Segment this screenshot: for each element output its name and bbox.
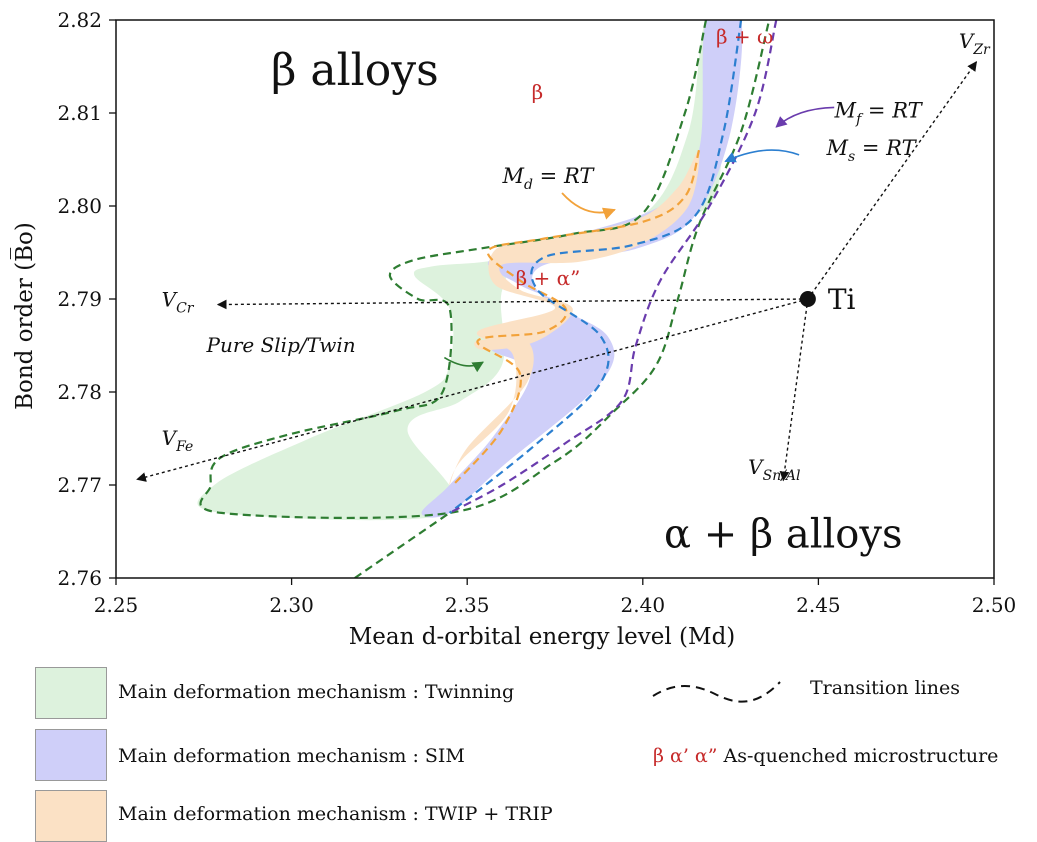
region-sim — [421, 20, 743, 518]
legend-label-twip-trip: Main deformation mechanism : TWIP + TRIP — [118, 803, 553, 825]
y-tick-label: 2.76 — [57, 566, 102, 590]
vector-zr-arrow — [807, 61, 978, 300]
line-label-ms: Ms = RT — [826, 136, 918, 165]
legend-label-twinning: Main deformation mechanism : Twinning — [118, 681, 515, 703]
ti-label: Ti — [828, 283, 856, 316]
region-annotation: β + α” — [516, 266, 581, 290]
region-twinning — [197, 20, 742, 521]
x-tick-label: 2.25 — [94, 593, 139, 617]
ms-rt-line — [448, 20, 743, 514]
x-tick-label: 2.45 — [796, 593, 841, 617]
region-twip-trip — [449, 149, 700, 486]
legend-phases: β α’ α” — [653, 745, 718, 767]
pure-slip-twin-label: Pure Slip/Twin — [205, 333, 355, 357]
y-tick-label: 2.82 — [57, 8, 102, 32]
pure-slip-pointer — [443, 356, 484, 373]
legend-label-sim: Main deformation mechanism : SIM — [118, 745, 465, 767]
x-axis-label: Mean d-orbital energy level (Md) — [349, 624, 736, 650]
y-tick-label: 2.80 — [57, 194, 102, 218]
y-tick-label: 2.78 — [57, 380, 102, 404]
ti-point — [799, 291, 816, 307]
twinning-lower-line — [354, 511, 451, 578]
legend-swatch-twinning — [35, 667, 107, 719]
x-tick-label: 2.40 — [621, 593, 666, 617]
legend-swatch-sim — [35, 729, 107, 781]
legend-as-quenched-text: As-quenched microstructure — [723, 745, 999, 767]
vector-sn-al-arrow — [779, 298, 809, 482]
line-label-mf: Mf = RT — [834, 99, 924, 128]
chart-plot: VZr VCr VFe VSn/Al Ti β alloys α + β alloys β β… — [11, 8, 1017, 650]
vector-sn-al-label: VSn/Al — [748, 455, 800, 484]
vector-fe-arrow — [136, 298, 809, 482]
x-tick-label: 2.30 — [269, 593, 314, 617]
line-label-md: Md = RT — [502, 164, 596, 193]
legend-label-as-quenched: β α’ α” As-quenched microstructure — [653, 745, 998, 767]
vector-cr-arrow — [216, 298, 808, 310]
md-pointer — [561, 192, 616, 220]
vector-cr-label: VCr — [162, 287, 195, 316]
legend: Main deformation mechanism : Twinning Ma… — [0, 650, 1037, 842]
legend-label-transition: Transition lines — [810, 677, 960, 699]
region-annotation: β alloys — [271, 45, 439, 96]
mf-rt-line — [449, 20, 778, 514]
legend-swatch-twip-trip — [35, 790, 107, 842]
vector-fe-label: VFe — [162, 426, 194, 455]
region-annotation: β — [532, 80, 544, 104]
y-tick-label: 2.81 — [57, 101, 102, 125]
md-rt-line — [452, 149, 701, 486]
vector-zr-label: VZr — [959, 29, 991, 58]
x-tick-label: 2.50 — [972, 593, 1017, 617]
region-annotation: α + β alloys — [664, 511, 902, 557]
y-tick-label: 2.79 — [57, 287, 102, 311]
region-annotation: β + ω — [716, 24, 773, 48]
x-tick-label: 2.35 — [445, 593, 490, 617]
y-axis-label: Bond order (B̅o) — [11, 222, 38, 410]
legend-transition-line-icon — [652, 681, 781, 703]
mf-pointer — [775, 106, 835, 128]
y-tick-label: 2.77 — [57, 473, 102, 497]
ms-pointer — [724, 149, 800, 163]
